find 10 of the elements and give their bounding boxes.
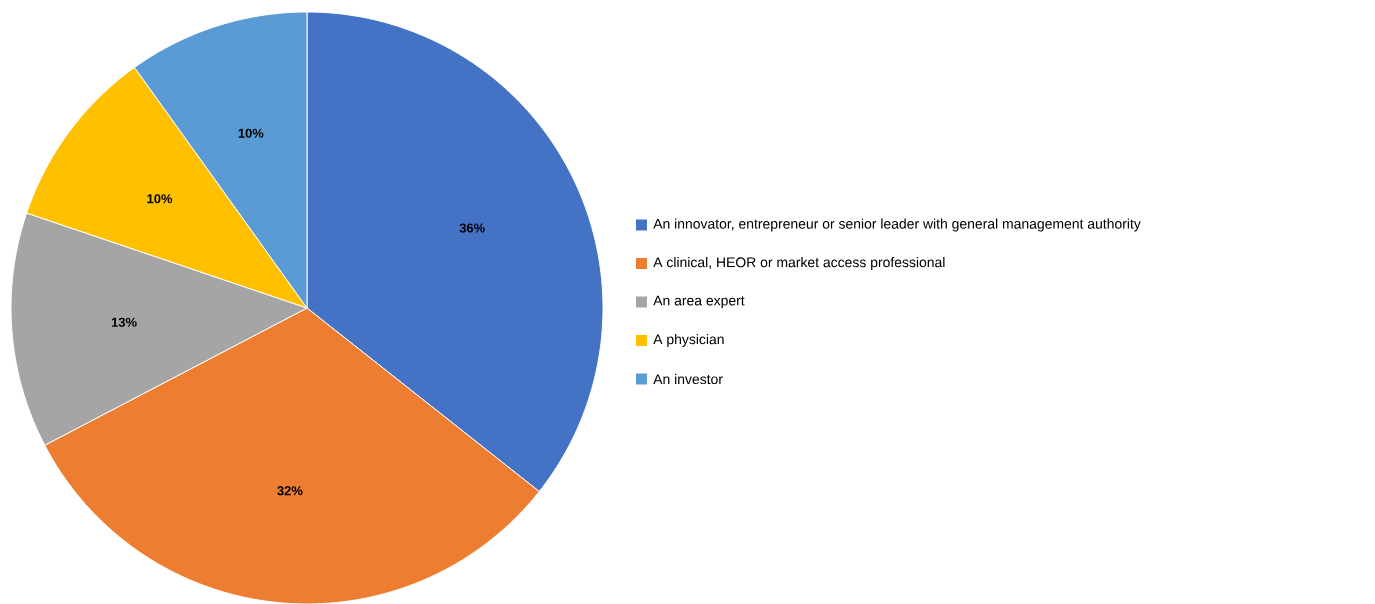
legend-label: An innovator, entrepreneur or senior leader with general management authority xyxy=(653,218,1141,232)
legend-label: An area expert xyxy=(653,295,745,308)
data-label: 13% xyxy=(111,317,137,327)
data-label: 32% xyxy=(277,485,303,496)
legend-label: A physician xyxy=(653,333,724,347)
data-label: 10% xyxy=(147,193,173,204)
data-label: 10% xyxy=(238,128,264,138)
legend-label: A clinical, HEOR or market access professional xyxy=(653,256,945,270)
legend-label: An investor xyxy=(653,373,723,384)
data-label: 36% xyxy=(459,223,485,233)
